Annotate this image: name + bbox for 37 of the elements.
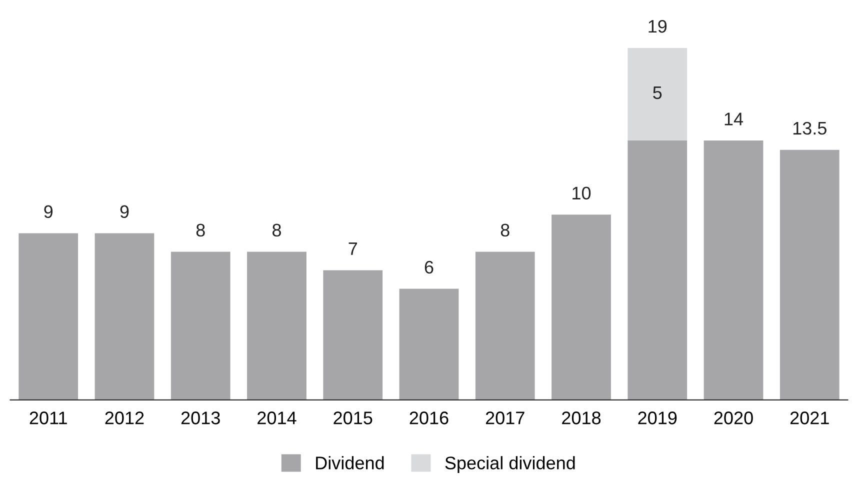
bar xyxy=(399,288,459,400)
data-label: 10 xyxy=(572,186,591,200)
data-label: 8 xyxy=(500,224,510,237)
data-label: 6 xyxy=(424,260,434,274)
data-label: 8 xyxy=(272,224,281,237)
x-tick-label: 2020 xyxy=(714,412,753,424)
bar xyxy=(475,252,535,400)
data-label: 13.5 xyxy=(793,122,826,135)
x-tick-label: 2012 xyxy=(105,412,144,424)
bar xyxy=(704,140,764,400)
data-label: 5 xyxy=(653,86,662,100)
bar xyxy=(628,140,688,400)
x-tick-label: 2013 xyxy=(181,412,220,424)
bar xyxy=(323,270,383,400)
bar xyxy=(552,214,611,400)
legend-label: Special dividend xyxy=(445,456,575,473)
x-tick-label: 2011 xyxy=(30,412,67,424)
x-tick-label: 2014 xyxy=(258,412,296,424)
legend-label: Dividend xyxy=(316,456,384,470)
bar xyxy=(247,252,306,400)
bar xyxy=(628,48,688,141)
bar xyxy=(170,252,230,400)
bar xyxy=(18,233,78,400)
x-tick-label: 2019 xyxy=(638,412,677,424)
data-label: 8 xyxy=(196,224,205,237)
x-tick-label: 2015 xyxy=(334,412,372,424)
data-label: 7 xyxy=(348,242,357,255)
total-label: 19 xyxy=(648,20,667,33)
bar xyxy=(94,233,154,400)
data-label: 14 xyxy=(724,112,744,126)
bar xyxy=(780,150,840,400)
data-label: 9 xyxy=(120,205,129,218)
x-tick-label: 2016 xyxy=(410,412,448,424)
x-tick-label: 2021 xyxy=(790,412,829,424)
x-tick-label: 2018 xyxy=(562,412,601,424)
x-tick-label: 2017 xyxy=(486,412,524,424)
data-label: 9 xyxy=(44,205,53,218)
